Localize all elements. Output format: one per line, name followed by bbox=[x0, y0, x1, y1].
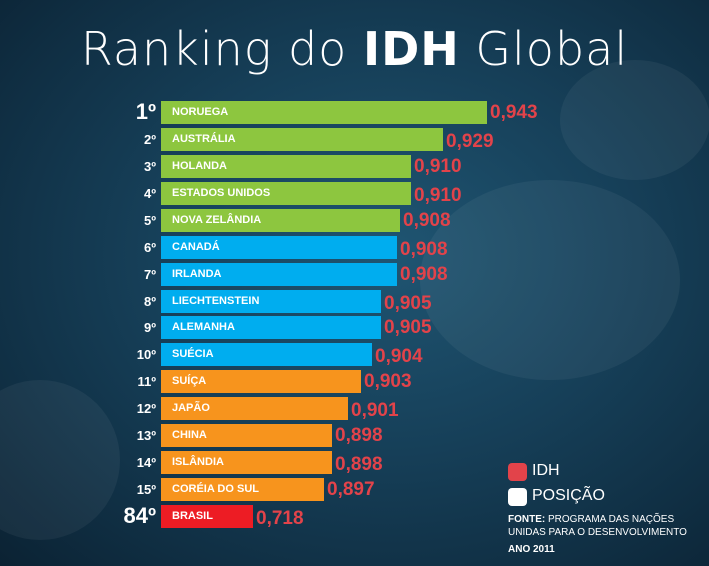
bar-category-label: AUSTRÁLIA bbox=[172, 132, 236, 145]
bar-value-label: 0,898 bbox=[335, 454, 383, 476]
bar-category-label: JAPÃO bbox=[172, 402, 210, 415]
rank-label: 9º bbox=[144, 320, 156, 336]
legend-idh-label: IDH bbox=[532, 462, 560, 479]
rank-label: 14º bbox=[136, 455, 156, 471]
background-texture bbox=[560, 60, 709, 180]
legend-posicao-label: POSIÇÃO bbox=[532, 487, 605, 504]
bar bbox=[161, 424, 332, 448]
bar bbox=[161, 101, 487, 124]
rank-label: 1º bbox=[135, 99, 156, 124]
source-label: FONTE: bbox=[508, 514, 546, 525]
bar bbox=[161, 370, 361, 394]
bar-category-label: ISLÂNDIA bbox=[172, 456, 224, 469]
background-texture bbox=[420, 180, 680, 380]
legend-idh-swatch bbox=[508, 463, 527, 481]
rank-label: 4º bbox=[144, 185, 156, 201]
bar-value-label: 0,929 bbox=[446, 130, 494, 152]
bar-value-label: 0,905 bbox=[384, 317, 432, 339]
bar bbox=[161, 262, 397, 286]
bar bbox=[161, 289, 381, 313]
rank-label: 84º bbox=[123, 502, 156, 528]
bar bbox=[161, 478, 324, 502]
bar-value-label: 0,905 bbox=[384, 292, 432, 314]
title-bold: IDH bbox=[362, 22, 460, 76]
bar bbox=[161, 208, 400, 232]
bar bbox=[161, 127, 443, 151]
source-line1-text: PROGRAMA DAS NAÇÕES bbox=[545, 514, 675, 525]
bar-value-label: 0,908 bbox=[400, 238, 448, 260]
rank-label: 7º bbox=[144, 266, 156, 282]
rank-label: 8º bbox=[144, 293, 156, 309]
bar-category-label: NOVA ZELÂNDIA bbox=[172, 213, 262, 226]
bar-category-label: CORÉIA DO SUL bbox=[172, 483, 259, 496]
source-line-2: UNIDAS PARA O DESENVOLVIMENTO bbox=[508, 527, 687, 538]
bar-category-label: LIECHTENSTEIN bbox=[172, 294, 260, 307]
bar-category-label: CHINA bbox=[172, 429, 207, 442]
rank-label: 11º bbox=[137, 374, 157, 390]
bar-category-label: CANADÁ bbox=[172, 240, 220, 253]
bar-category-label: BRASIL bbox=[172, 509, 213, 522]
title-suffix: Global bbox=[459, 22, 629, 76]
bar bbox=[161, 504, 253, 528]
rank-label: 5º bbox=[144, 212, 156, 228]
chart-title: Ranking do IDH Global bbox=[0, 22, 709, 76]
rank-label: 6º bbox=[144, 239, 156, 255]
bar bbox=[161, 316, 381, 340]
bar-category-label: ALEMANHA bbox=[172, 321, 235, 334]
rank-label: 2º bbox=[144, 131, 156, 147]
source-year: ANO 2011 bbox=[508, 544, 555, 555]
title-prefix: Ranking do bbox=[80, 22, 363, 76]
source-line-1: FONTE: PROGRAMA DAS NAÇÕES bbox=[508, 514, 674, 525]
legend-posicao-swatch bbox=[508, 488, 527, 506]
bar-value-label: 0,910 bbox=[414, 155, 462, 177]
rank-label: 13º bbox=[136, 428, 156, 444]
bar bbox=[161, 154, 411, 178]
rank-label: 12º bbox=[136, 401, 156, 417]
bar bbox=[161, 235, 397, 259]
bar-category-label: NORUEGA bbox=[172, 106, 229, 118]
rank-label: 3º bbox=[144, 158, 156, 174]
bar-value-label: 0,903 bbox=[364, 371, 412, 393]
bar-value-label: 0,718 bbox=[256, 507, 304, 529]
bar-value-label: 0,910 bbox=[414, 184, 462, 206]
bar bbox=[161, 343, 372, 367]
bar bbox=[161, 451, 332, 475]
bar-category-label: SUÉCIA bbox=[172, 348, 214, 361]
rank-label: 15º bbox=[136, 482, 156, 498]
bar-value-label: 0,898 bbox=[335, 425, 383, 447]
bar-value-label: 0,901 bbox=[351, 400, 399, 422]
bar-value-label: 0,897 bbox=[327, 479, 375, 501]
rank-label: 10º bbox=[136, 347, 156, 363]
bar-category-label: IRLANDA bbox=[172, 267, 222, 280]
bar bbox=[161, 181, 411, 205]
bar-value-label: 0,943 bbox=[490, 102, 538, 123]
bar-category-label: SUÍÇA bbox=[172, 375, 207, 388]
bar-value-label: 0,908 bbox=[400, 263, 448, 285]
bar-category-label: ESTADOS UNIDOS bbox=[172, 186, 271, 199]
bar bbox=[161, 397, 348, 421]
bar-category-label: HOLANDA bbox=[172, 159, 227, 172]
bar-value-label: 0,904 bbox=[375, 346, 423, 368]
bar-value-label: 0,908 bbox=[403, 209, 451, 231]
